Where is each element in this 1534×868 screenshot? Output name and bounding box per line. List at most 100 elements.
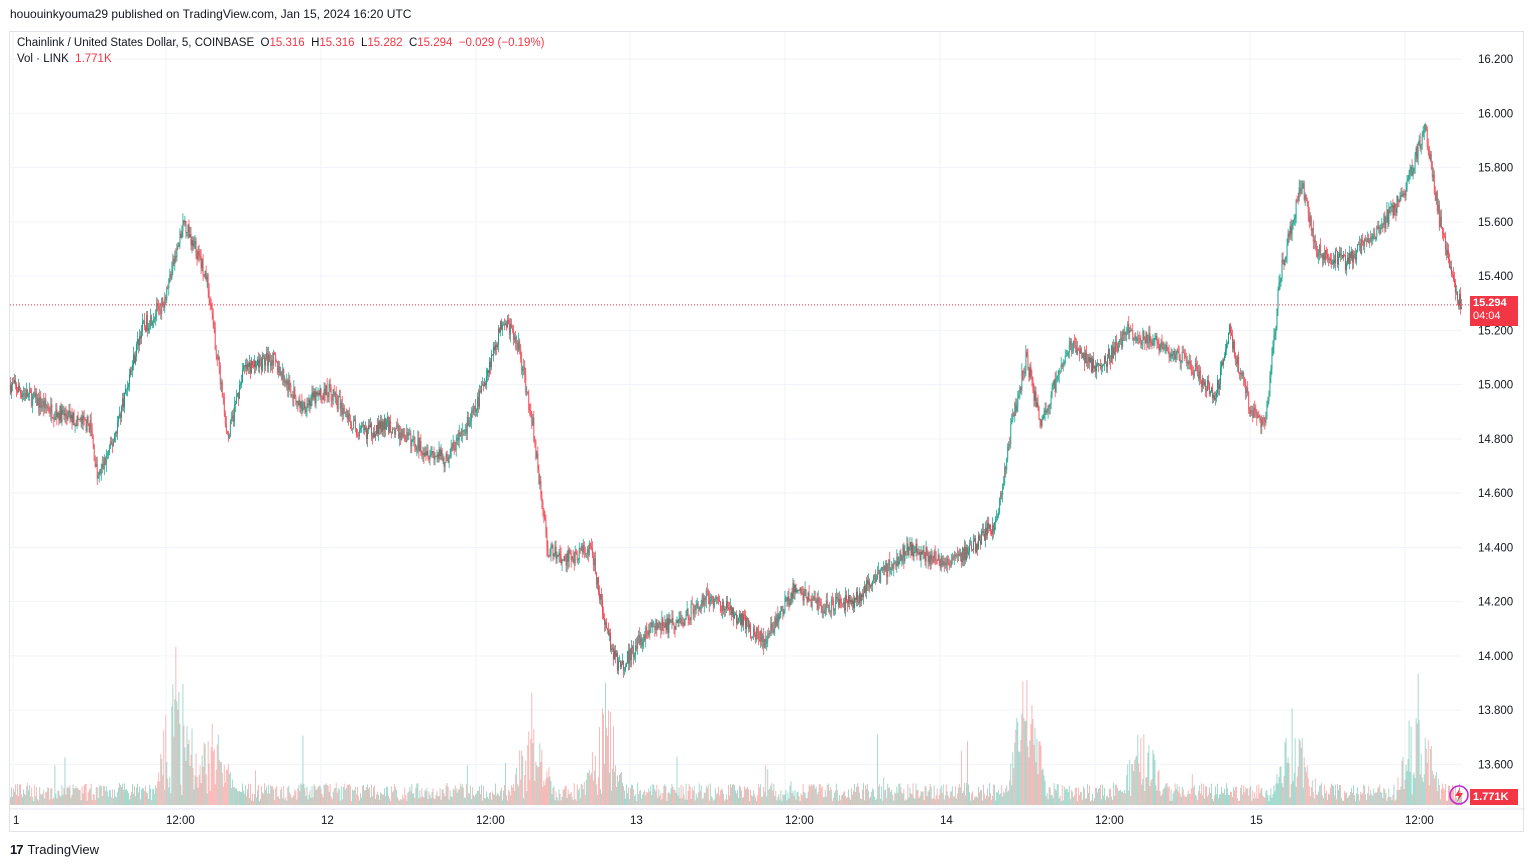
candle	[455, 434, 457, 457]
volume-bar	[330, 796, 332, 805]
volume-bar	[1379, 784, 1381, 805]
candle	[638, 630, 640, 644]
volume-bar	[94, 800, 96, 805]
volume-bar	[374, 785, 375, 805]
candle	[1227, 341, 1228, 349]
volume-bar	[886, 798, 888, 805]
candle	[1143, 330, 1145, 341]
volume-bar	[855, 791, 856, 805]
volume-bar	[1461, 793, 1462, 805]
candle	[1263, 414, 1265, 427]
candle	[543, 508, 545, 523]
candle	[594, 551, 596, 575]
volume-bar	[1366, 800, 1368, 805]
candle	[404, 427, 406, 443]
volume-bar	[683, 794, 685, 805]
candle	[281, 370, 283, 381]
candle	[246, 358, 247, 376]
volume-bar	[997, 792, 999, 805]
volume-bar	[981, 790, 982, 805]
volume-bar	[178, 691, 180, 805]
volume-bar	[615, 765, 616, 805]
volume-bar	[496, 795, 497, 805]
candle	[761, 627, 763, 647]
volume-bar	[422, 796, 424, 805]
volume-bar	[104, 790, 106, 805]
candle	[1019, 384, 1021, 400]
candle	[539, 473, 541, 490]
candle	[1316, 245, 1318, 259]
volume-bar	[889, 787, 891, 805]
candle	[338, 389, 340, 398]
volume-bar	[1114, 795, 1116, 805]
volume-bar	[751, 795, 753, 805]
volume-bar	[720, 788, 722, 805]
volume-bar	[697, 792, 699, 805]
candle	[667, 614, 669, 639]
volume-bar	[415, 787, 417, 805]
candle	[799, 586, 801, 594]
volume-bar	[441, 789, 443, 805]
x-tick-label: 14	[940, 815, 953, 827]
candle	[581, 542, 583, 558]
lightning-icon[interactable]	[1449, 785, 1469, 805]
candle	[687, 608, 689, 626]
candle	[1125, 331, 1127, 341]
candle	[834, 593, 836, 615]
candle	[1099, 363, 1100, 366]
volume-bar	[79, 789, 81, 805]
volume-bar	[570, 791, 572, 805]
candle	[282, 363, 284, 386]
volume-bar	[1046, 793, 1048, 805]
volume-bar	[331, 799, 333, 805]
candle	[1343, 250, 1344, 262]
volume-bar	[453, 789, 455, 805]
candle	[253, 359, 254, 369]
volume-bar	[193, 789, 195, 805]
volume-bar	[269, 793, 271, 805]
candle	[438, 441, 440, 463]
volume-bar	[423, 797, 425, 805]
candle	[690, 600, 692, 626]
volume-bar	[842, 792, 844, 805]
price-chart[interactable]: 16.20016.00015.80015.60015.40015.20015.0…	[10, 32, 1525, 833]
candle	[1194, 357, 1196, 372]
candle	[824, 604, 826, 617]
candle	[1424, 122, 1426, 133]
candle	[1161, 334, 1163, 350]
volume-bar	[902, 793, 904, 805]
candle	[357, 431, 359, 441]
volume-bar	[377, 791, 378, 805]
candle	[1044, 402, 1046, 422]
volume-bar	[853, 790, 854, 805]
volume-bar	[357, 795, 359, 805]
candle	[518, 332, 520, 353]
volume-bar	[971, 793, 972, 805]
candle	[240, 381, 241, 390]
volume-bar	[765, 765, 767, 805]
chart-frame[interactable]: 16.200 16.000 15.800 15.600 15.400 15.200 15.0…	[9, 31, 1525, 833]
volume-bar	[105, 786, 107, 805]
volume-bar	[400, 799, 402, 805]
candle	[162, 297, 164, 308]
candle	[178, 241, 180, 247]
candle	[158, 299, 160, 316]
volume-bar	[158, 772, 160, 805]
candle	[203, 274, 205, 278]
volume-bar	[871, 791, 873, 805]
volume-bar	[316, 788, 318, 805]
volume-bar	[139, 786, 140, 805]
volume-bar	[218, 760, 220, 805]
volume-bar	[229, 771, 231, 805]
candle	[151, 314, 153, 327]
volume-bar	[1089, 785, 1090, 805]
candle	[398, 423, 400, 440]
volume-bar	[171, 706, 173, 805]
tradingview-logo[interactable]: 17 TradingView	[10, 842, 99, 857]
volume-bar	[1308, 786, 1310, 805]
volume-bar	[585, 779, 587, 805]
candle	[193, 236, 195, 250]
candle	[1073, 334, 1075, 349]
candle	[1211, 386, 1212, 393]
volume-bar	[1099, 787, 1100, 805]
